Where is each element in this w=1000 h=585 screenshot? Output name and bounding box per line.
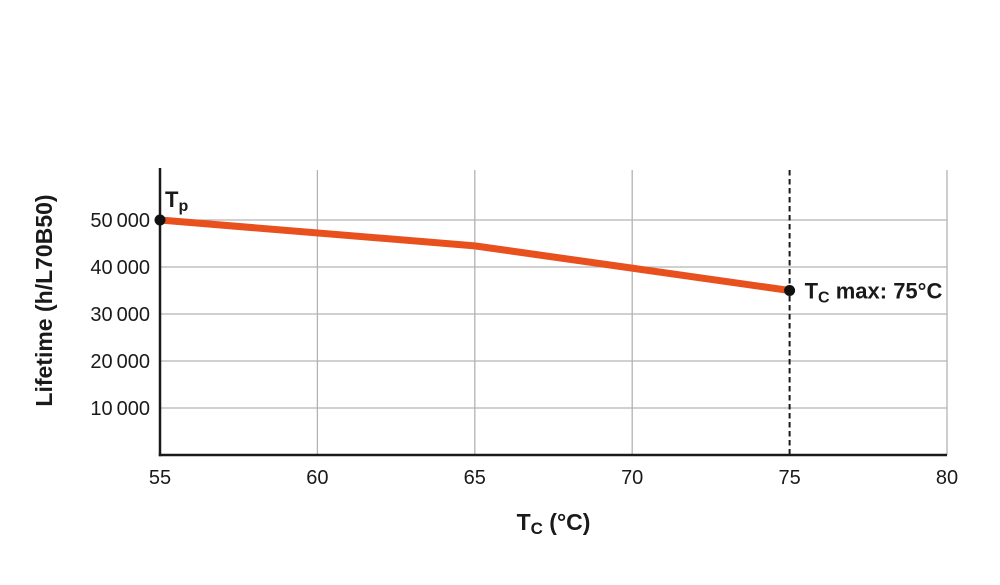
data-point-marker <box>784 285 796 296</box>
y-tick-label: 20 000 <box>90 351 150 373</box>
x-tick-label: 80 <box>936 467 958 489</box>
x-tick-label: 70 <box>621 467 643 489</box>
y-tick-label: 30 000 <box>90 304 150 326</box>
x-tick-label: 55 <box>149 467 171 489</box>
y-tick-label: 40 000 <box>90 257 150 279</box>
y-tick-label: 10 000 <box>90 398 150 420</box>
lifetime-line <box>159 216 791 294</box>
x-tick-label: 60 <box>306 467 328 489</box>
data-point-marker <box>154 214 166 226</box>
y-axis-title: Lifetime (h/L70B50) <box>31 194 57 406</box>
x-axis-title: TC (°C) <box>517 509 591 538</box>
y-tick-label: 50 000 <box>90 210 150 232</box>
tc-max-label: TC max: 75°C <box>805 279 943 307</box>
tp-label: Tp <box>165 187 188 215</box>
x-tick-label: 65 <box>464 467 486 489</box>
x-tick-label: 75 <box>778 467 800 489</box>
